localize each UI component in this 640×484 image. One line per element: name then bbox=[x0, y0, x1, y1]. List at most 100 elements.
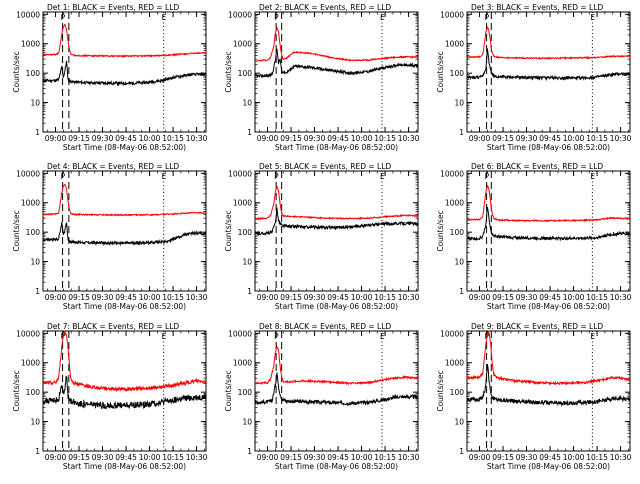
plot-frame bbox=[254, 330, 419, 452]
y-tick-label: 1 bbox=[459, 447, 464, 456]
x-tick-label: 09:45 bbox=[539, 134, 561, 143]
y-tick-label: 100 bbox=[238, 228, 253, 237]
marker-label: P bbox=[485, 13, 490, 22]
y-tick-label: 10000 bbox=[228, 329, 252, 338]
marker-label: P bbox=[485, 172, 490, 181]
x-tick-label: 09:30 bbox=[304, 134, 326, 143]
x-tick-label: 10:00 bbox=[563, 134, 585, 143]
lld-series-line bbox=[254, 26, 419, 62]
panel-title: Det 5: BLACK = Events, RED = LLD bbox=[259, 162, 391, 171]
plot-frame bbox=[42, 11, 207, 133]
y-tick-label: 10000 bbox=[440, 10, 464, 19]
lld-series-line bbox=[254, 344, 419, 386]
plot-frame bbox=[254, 170, 419, 292]
x-tick-label: 09:15 bbox=[68, 293, 90, 302]
detector-panel: Det 2: BLACK = Events, RED = LLD 1 10 100 10… bbox=[224, 3, 420, 152]
plot-frame bbox=[466, 11, 631, 133]
x-tick-label: 10:00 bbox=[563, 453, 585, 462]
lld-series-line bbox=[42, 23, 207, 59]
x-tick-label: 10:30 bbox=[610, 293, 632, 302]
x-tick-label: 10:00 bbox=[563, 293, 585, 302]
marker-label: E bbox=[590, 172, 595, 181]
y-tick-label: 1 bbox=[35, 447, 40, 456]
x-tick-label: 10:30 bbox=[610, 453, 632, 462]
y-tick-label: 10 bbox=[454, 258, 464, 267]
plot-frame bbox=[466, 330, 631, 452]
y-tick-label: 1 bbox=[247, 287, 252, 296]
x-tick-label: 10:00 bbox=[351, 134, 373, 143]
y-tick-label: 1000 bbox=[445, 40, 464, 49]
marker-label: E bbox=[162, 172, 167, 181]
x-tick-label: 10:15 bbox=[374, 453, 396, 462]
x-tick-label: 09:45 bbox=[539, 293, 561, 302]
x-tick-label: 09:30 bbox=[516, 293, 538, 302]
y-tick-label: 1 bbox=[247, 447, 252, 456]
x-tick-label: 09:30 bbox=[92, 134, 114, 143]
lld-series-line bbox=[42, 331, 207, 393]
x-axis-label: Start Time (08-May-06 08:52:00) bbox=[275, 462, 398, 471]
y-axis-label: Counts/sec bbox=[436, 51, 445, 92]
x-tick-label: 09:00 bbox=[45, 453, 67, 462]
x-axis-label: Start Time (08-May-06 08:52:00) bbox=[487, 302, 610, 311]
marker-label: E bbox=[590, 332, 595, 341]
events-series-line bbox=[42, 221, 207, 247]
x-tick-label: 09:30 bbox=[516, 453, 538, 462]
x-axis-label: Start Time (08-May-06 08:52:00) bbox=[275, 143, 398, 152]
x-tick-label: 09:15 bbox=[280, 134, 302, 143]
x-tick-label: 09:00 bbox=[45, 293, 67, 302]
y-tick-label: 1000 bbox=[21, 199, 40, 208]
x-tick-label: 09:00 bbox=[469, 293, 491, 302]
x-tick-label: 09:30 bbox=[304, 293, 326, 302]
y-tick-label: 1000 bbox=[233, 199, 252, 208]
y-tick-label: 10 bbox=[242, 418, 252, 427]
marker-label: P bbox=[274, 13, 279, 22]
marker-label: E bbox=[380, 13, 385, 22]
y-tick-label: 10 bbox=[454, 418, 464, 427]
x-tick-label: 09:15 bbox=[280, 293, 302, 302]
y-tick-label: 10 bbox=[242, 258, 252, 267]
x-tick-label: 10:15 bbox=[586, 453, 608, 462]
x-tick-label: 09:15 bbox=[492, 134, 514, 143]
x-tick-label: 10:15 bbox=[162, 453, 184, 462]
x-tick-label: 10:15 bbox=[374, 293, 396, 302]
x-tick-label: 09:45 bbox=[115, 134, 137, 143]
y-tick-label: 100 bbox=[450, 228, 465, 237]
y-tick-label: 100 bbox=[26, 228, 41, 237]
x-tick-label: 09:15 bbox=[492, 293, 514, 302]
x-tick-label: 09:15 bbox=[492, 453, 514, 462]
x-tick-label: 09:00 bbox=[257, 134, 279, 143]
marker-label: E bbox=[162, 332, 167, 341]
x-tick-label: 10:30 bbox=[186, 453, 208, 462]
marker-label: P bbox=[274, 332, 279, 341]
x-tick-label: 09:30 bbox=[92, 453, 114, 462]
x-tick-label: 10:15 bbox=[586, 134, 608, 143]
x-tick-label: 10:30 bbox=[186, 293, 208, 302]
lld-series-line bbox=[466, 26, 631, 60]
lld-series-line bbox=[466, 184, 631, 223]
x-tick-label: 09:30 bbox=[304, 453, 326, 462]
events-series-line bbox=[42, 375, 207, 410]
detector-panel: Det 3: BLACK = Events, RED = LLD 1 10 100 10… bbox=[436, 3, 632, 152]
plot-frame bbox=[42, 170, 207, 292]
x-tick-label: 10:30 bbox=[186, 134, 208, 143]
y-tick-label: 1000 bbox=[233, 359, 252, 368]
events-series-line bbox=[466, 48, 631, 82]
x-tick-label: 10:00 bbox=[139, 134, 161, 143]
x-tick-label: 10:00 bbox=[351, 293, 373, 302]
y-tick-label: 1000 bbox=[445, 199, 464, 208]
x-axis-label: Start Time (08-May-06 08:52:00) bbox=[487, 462, 610, 471]
detector-panel: Det 1: BLACK = Events, RED = LLD 1 10 100 10… bbox=[12, 3, 208, 152]
marker-label: P bbox=[61, 172, 66, 181]
y-axis-label: Counts/sec bbox=[436, 370, 445, 411]
x-tick-label: 10:15 bbox=[586, 293, 608, 302]
y-tick-label: 10 bbox=[30, 418, 40, 427]
events-series-line bbox=[254, 48, 419, 79]
x-tick-label: 09:30 bbox=[516, 134, 538, 143]
x-axis-label: Start Time (08-May-06 08:52:00) bbox=[63, 462, 186, 471]
marker-label: E bbox=[380, 332, 385, 341]
y-tick-label: 1 bbox=[35, 128, 40, 137]
x-tick-label: 10:00 bbox=[139, 453, 161, 462]
y-tick-label: 10000 bbox=[16, 329, 40, 338]
y-tick-label: 10000 bbox=[16, 10, 40, 19]
